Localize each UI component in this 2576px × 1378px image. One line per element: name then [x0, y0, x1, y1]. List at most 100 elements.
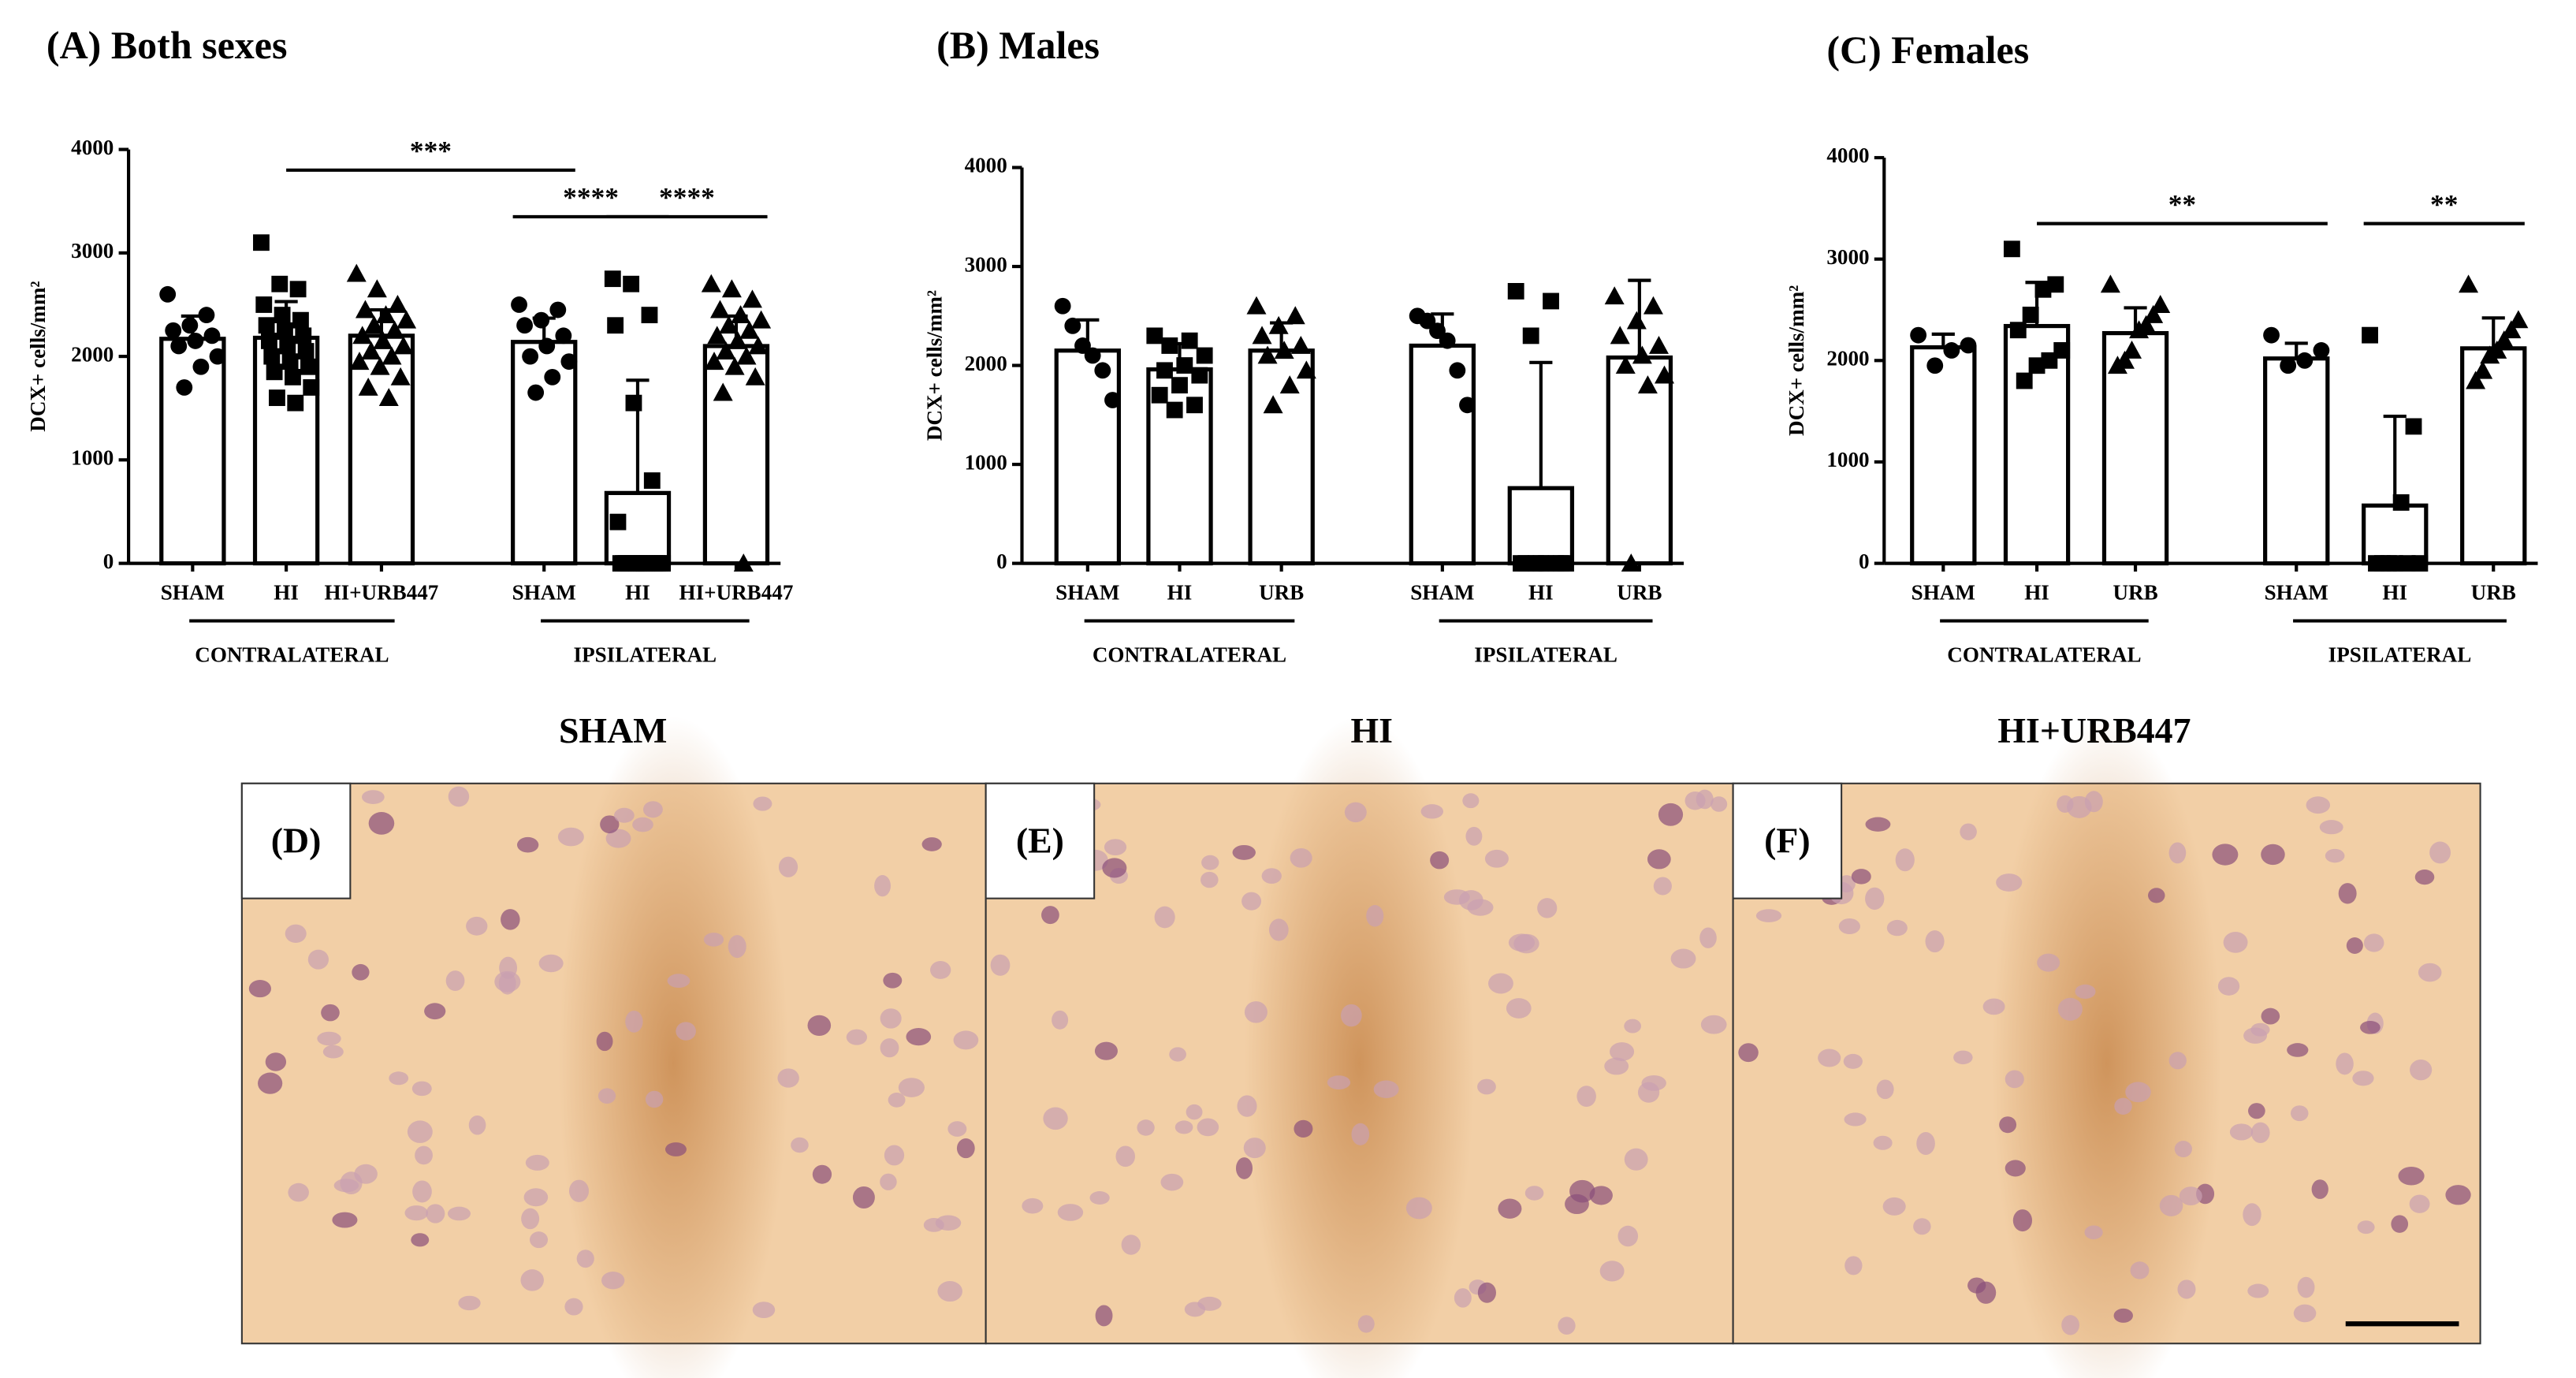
cell — [614, 807, 635, 823]
cell — [415, 1145, 433, 1165]
cell — [525, 1154, 549, 1171]
data-point — [2034, 281, 2052, 298]
data-point — [1621, 553, 1641, 572]
cell — [307, 949, 329, 970]
cell — [1700, 1015, 1727, 1034]
cell — [846, 1029, 868, 1045]
data-point — [346, 263, 367, 282]
data-point — [285, 368, 301, 385]
data-point — [1429, 322, 1446, 340]
data-point — [544, 368, 561, 385]
data-point — [1522, 327, 1539, 344]
cell — [2250, 1122, 2270, 1143]
y-tick-label: 1000 — [1826, 448, 1869, 471]
cell — [568, 1179, 590, 1202]
cell — [352, 963, 370, 981]
data-point — [1513, 555, 1529, 572]
cell — [777, 1068, 799, 1088]
data-point — [1104, 392, 1121, 408]
data-point — [2501, 320, 2522, 339]
cell — [2084, 1225, 2103, 1240]
cell — [1405, 1197, 1432, 1220]
cell — [1484, 849, 1509, 868]
bar — [1507, 486, 1575, 566]
data-point — [1296, 360, 1316, 379]
cell — [596, 1031, 613, 1052]
data-point — [1074, 337, 1091, 354]
cell — [2005, 1160, 2026, 1177]
cell — [407, 1120, 433, 1143]
cell — [1755, 909, 1782, 922]
cell — [557, 827, 584, 847]
data-point — [2129, 320, 2150, 339]
x-tick-label: URB — [2113, 580, 2157, 604]
cell — [2223, 931, 2248, 953]
bar — [2263, 356, 2330, 566]
data-point — [713, 382, 733, 401]
cell — [1589, 1186, 1613, 1205]
data-point — [2047, 276, 2064, 293]
cell — [1261, 868, 1282, 885]
x-tick-label: SHAM — [161, 580, 225, 604]
cell — [2177, 1279, 2196, 1299]
x-tick-label: URB — [1617, 580, 1662, 604]
data-point — [1268, 315, 1289, 334]
cell — [1094, 1041, 1118, 1060]
y-tick-label: 2000 — [1826, 347, 1869, 371]
panel-label-box — [1732, 782, 1843, 899]
group-label: IPSILATERAL — [1474, 643, 1617, 667]
data-point — [1528, 555, 1544, 572]
cell — [1241, 892, 1262, 911]
data-point — [736, 346, 757, 365]
cell — [2250, 1022, 2270, 1037]
cell — [529, 1231, 549, 1249]
cell — [1201, 871, 1219, 888]
data-point — [300, 358, 317, 375]
cell — [884, 1145, 905, 1166]
cell — [1366, 905, 1384, 927]
cell — [1420, 804, 1444, 819]
data-point — [355, 300, 375, 318]
cell — [642, 801, 663, 818]
data-point — [751, 310, 772, 329]
y-tick-label: 3000 — [965, 252, 1007, 276]
cell — [930, 961, 951, 979]
data-point — [364, 315, 385, 334]
cell — [2410, 1060, 2433, 1081]
cell — [1576, 1086, 1596, 1108]
data-point — [2362, 326, 2378, 344]
bar — [1248, 348, 1315, 566]
data-point — [2263, 326, 2280, 344]
cell — [1341, 1004, 1362, 1027]
cell — [258, 1072, 283, 1094]
cell — [404, 1205, 429, 1221]
cell — [1022, 1197, 1044, 1214]
cell — [447, 1206, 471, 1221]
data-point — [516, 317, 533, 334]
cell — [1104, 839, 1127, 856]
data-point — [2280, 357, 2297, 374]
cell — [1711, 796, 1728, 812]
data-point — [654, 555, 672, 572]
cell — [2243, 1203, 2261, 1227]
data-point — [560, 353, 578, 371]
cell — [2429, 841, 2451, 864]
y-tick-label: 3000 — [71, 239, 114, 263]
cell — [1095, 1305, 1113, 1327]
data-point — [724, 356, 745, 375]
panel-label: (E) — [1016, 820, 1064, 860]
group-label: IPSILATERAL — [574, 643, 717, 667]
error-bar — [2481, 316, 2505, 348]
data-point — [638, 555, 656, 572]
x-tick-label: HI — [274, 580, 299, 604]
group-label: CONTRALATERAL — [195, 643, 389, 667]
cell — [2391, 1215, 2409, 1233]
data-point — [378, 388, 399, 407]
x-tick-label: HI — [2382, 580, 2407, 604]
cell — [597, 1088, 616, 1104]
significance-label: **** — [659, 181, 715, 213]
cell — [1569, 1179, 1595, 1203]
data-point — [1156, 362, 1173, 379]
data-point — [373, 330, 393, 349]
cell — [1873, 1135, 1893, 1150]
